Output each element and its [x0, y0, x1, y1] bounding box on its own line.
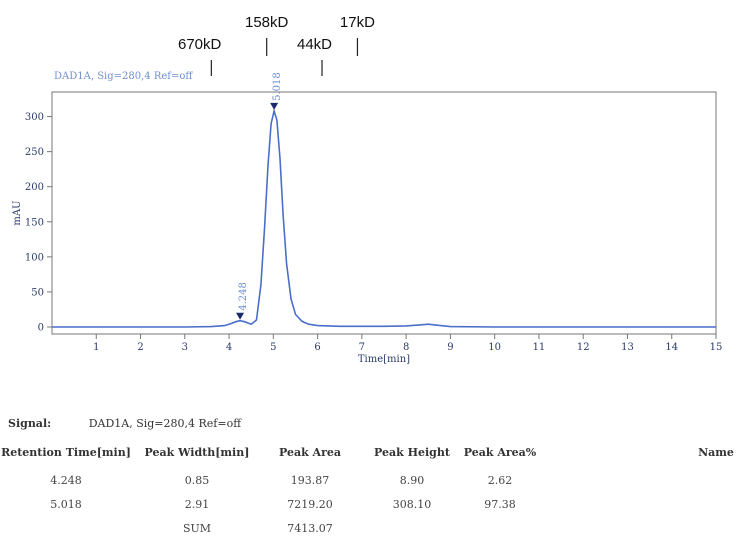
x-tick-label: 1	[93, 342, 99, 353]
x-tick-label: 2	[137, 342, 143, 353]
y-tick-label: 300	[25, 112, 44, 123]
mw-marker-label: 17kD	[340, 14, 375, 31]
y-tick-label: 250	[25, 147, 44, 158]
row2-peak-height: 308.10	[392, 498, 432, 511]
header-peak-height: Peak Height	[374, 446, 450, 459]
plot-frame	[51, 91, 717, 335]
x-tick-label: 5	[270, 342, 276, 353]
header-retention-time: Retention Time[min]	[1, 446, 131, 459]
mw-marker-label: 158kD	[245, 14, 289, 31]
x-tick-label: 10	[488, 342, 501, 353]
peak-marker	[236, 312, 245, 320]
header-peak-width: Peak Width[min]	[144, 446, 250, 459]
row2-peak-width: 2.91	[184, 498, 210, 511]
x-tick-label: 15	[710, 342, 723, 353]
mw-marker-label: 44kD	[297, 36, 332, 53]
row1-peak-height: 8.90	[399, 474, 425, 487]
peak-marker	[270, 102, 279, 110]
x-tick-label: 8	[403, 342, 409, 353]
row2-peak-area: 7219.20	[287, 498, 333, 511]
x-tick-label: 9	[447, 342, 453, 353]
x-tick-label: 13	[621, 342, 634, 353]
sum-label: SUM	[182, 522, 212, 535]
y-tick-label: 100	[25, 252, 44, 263]
row1-peak-area: 193.87	[290, 474, 330, 487]
series-line	[52, 107, 716, 328]
x-axis-label: Time[min]	[358, 354, 410, 365]
y-tick-label: 150	[25, 217, 44, 228]
y-tick-label: 50	[31, 287, 44, 298]
x-tick-label: 12	[577, 342, 590, 353]
x-tick-label: 14	[665, 342, 678, 353]
y-tick-label: 0	[38, 322, 44, 333]
row2-peak-area-percent: 97.38	[484, 498, 516, 511]
signal-label: Signal:	[8, 417, 52, 430]
row1-retention-time: 4.248	[50, 474, 82, 487]
x-tick-label: 7	[359, 342, 365, 353]
header-name: Name	[698, 446, 734, 459]
signal-value: DAD1A, Sig=280,4 Ref=off	[88, 417, 242, 430]
signal-row: Signal: DAD1A, Sig=280,4 Ref=off	[8, 417, 241, 430]
row1-peak-width: 0.85	[184, 474, 210, 487]
y-axis-label: mAU	[12, 200, 23, 225]
x-tick-label: 4	[226, 342, 232, 353]
signal-title: DAD1A, Sig=280,4 Ref=off	[54, 71, 193, 82]
peak-label: 4.248	[238, 282, 249, 311]
header-peak-area-percent: Peak Area%	[463, 446, 537, 459]
row1-peak-area-percent: 2.62	[487, 474, 513, 487]
mw-marker-label: 670kD	[178, 36, 222, 53]
sum-peak-area: 7413.07	[287, 522, 333, 535]
x-tick-label: 11	[533, 342, 546, 353]
row2-retention-time: 5.018	[50, 498, 82, 511]
y-tick-label: 200	[25, 182, 44, 193]
x-tick-label: 3	[182, 342, 188, 353]
x-tick-label: 6	[314, 342, 320, 353]
peak-label: 5.018	[272, 72, 283, 101]
header-peak-area: Peak Area	[278, 446, 342, 459]
